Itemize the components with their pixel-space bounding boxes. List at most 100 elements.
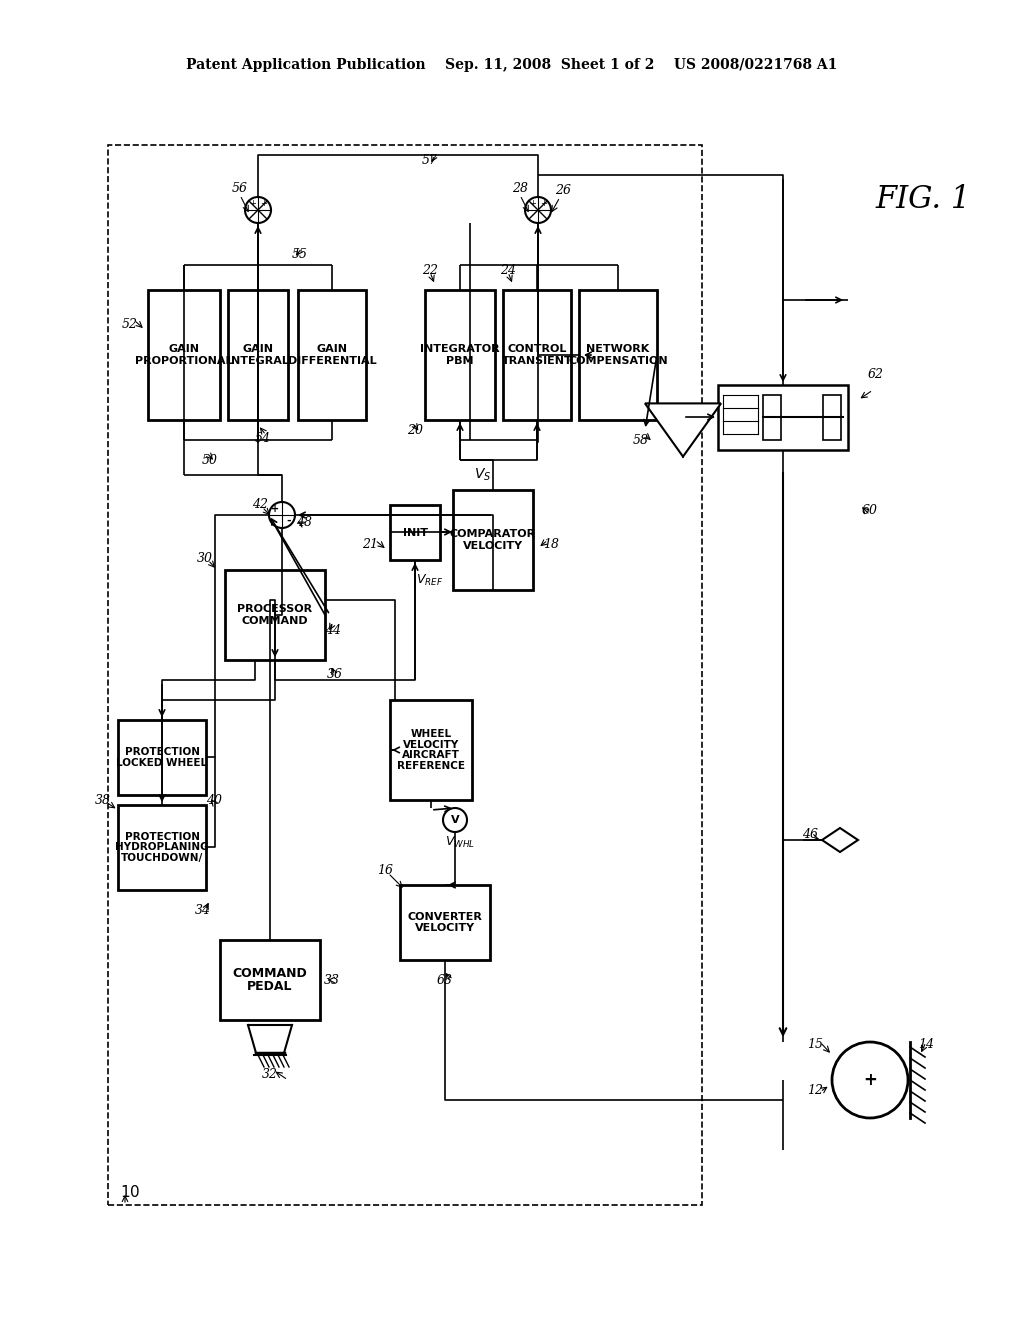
Text: CONVERTER: CONVERTER [408,912,482,921]
Bar [108,145,702,1205]
Text: -: - [286,516,291,525]
Text: VELOCITY: VELOCITY [402,739,459,750]
Text: TRANSIENT: TRANSIENT [502,355,572,366]
Text: DIFFERENTIAL: DIFFERENTIAL [288,355,376,366]
Text: 28: 28 [512,181,528,194]
Bar [118,805,206,890]
Text: PROCESSOR: PROCESSOR [238,605,312,614]
Text: V: V [451,814,460,825]
Bar [118,719,206,795]
Text: +: + [249,199,256,209]
Bar [503,290,571,420]
Text: 14: 14 [918,1039,934,1052]
Text: GAIN: GAIN [169,345,200,354]
Text: GAIN: GAIN [243,345,273,354]
Text: PEDAL: PEDAL [247,979,293,993]
Text: 34: 34 [195,903,211,916]
Bar [390,700,472,800]
Circle shape [831,1041,908,1118]
Bar [220,940,319,1020]
Text: 36: 36 [327,668,343,681]
Text: 46: 46 [802,829,818,842]
Text: 48: 48 [296,516,312,529]
Text: 52: 52 [122,318,138,331]
Text: 26: 26 [555,183,571,197]
Text: 32: 32 [262,1068,278,1081]
Bar [763,395,781,440]
Text: 15: 15 [807,1039,823,1052]
Text: +: + [260,199,267,209]
Text: 21: 21 [362,539,378,552]
Bar [579,290,657,420]
Bar [400,884,490,960]
Text: 33: 33 [324,974,340,986]
Text: +: + [271,503,280,513]
Text: LOCKED WHEEL: LOCKED WHEEL [117,758,208,768]
Text: +: + [528,199,536,209]
Text: $V_{WHL}$: $V_{WHL}$ [445,834,475,850]
Text: $V_{REF}$: $V_{REF}$ [417,573,443,587]
Text: COMMAND: COMMAND [242,615,308,626]
Text: PROTECTION: PROTECTION [125,832,200,842]
Bar [718,385,848,450]
Text: 56: 56 [232,181,248,194]
Polygon shape [645,404,721,457]
Text: 24: 24 [500,264,516,276]
Text: 57: 57 [422,153,438,166]
Text: REFERENCE: REFERENCE [397,760,465,771]
Text: 58: 58 [633,433,649,446]
Text: 12: 12 [807,1084,823,1097]
Bar [148,290,220,420]
Text: 44: 44 [325,623,341,636]
Text: PBM: PBM [446,355,474,366]
Bar [823,395,841,440]
Text: TOUCHDOWN/: TOUCHDOWN/ [121,853,203,863]
Text: 55: 55 [292,248,308,261]
Text: +: + [863,1071,877,1089]
Text: COMMAND: COMMAND [232,968,307,981]
Bar [228,290,288,420]
Text: INTEGRAL: INTEGRAL [227,355,289,366]
Text: 60: 60 [862,503,878,516]
Text: 50: 50 [202,454,218,466]
Bar [225,570,325,660]
Text: AIRCRAFT: AIRCRAFT [402,750,460,760]
Text: GAIN: GAIN [316,345,347,354]
Text: 18: 18 [543,539,559,552]
Text: PROPORTIONAL: PROPORTIONAL [135,355,232,366]
Text: INIT: INIT [402,528,427,537]
Text: $V_S$: $V_S$ [474,467,492,483]
Circle shape [525,197,551,223]
Text: 38: 38 [95,793,111,807]
Text: INTEGRATOR: INTEGRATOR [420,345,500,354]
Text: CONTROL: CONTROL [507,345,566,354]
Text: 22: 22 [422,264,438,276]
Bar [298,290,366,420]
Polygon shape [822,828,858,851]
Text: VELOCITY: VELOCITY [415,923,475,933]
Text: PROTECTION: PROTECTION [125,747,200,758]
Text: 16: 16 [377,863,393,876]
Text: 42: 42 [252,499,268,511]
Text: NETWORK: NETWORK [587,345,649,354]
Text: 20: 20 [407,424,423,437]
Text: 54: 54 [255,432,271,445]
Text: +: + [541,199,547,209]
Circle shape [245,197,271,223]
Text: Patent Application Publication    Sep. 11, 2008  Sheet 1 of 2    US 2008/0221768: Patent Application Publication Sep. 11, … [186,58,838,73]
Text: 63: 63 [437,974,453,986]
Text: 30: 30 [197,552,213,565]
Circle shape [269,502,295,528]
Text: 40: 40 [206,793,222,807]
Text: 62: 62 [868,368,884,381]
Text: $10$: $10$ [120,1184,140,1200]
Text: HYDROPLANING: HYDROPLANING [115,842,209,853]
Bar [425,290,495,420]
Text: WHEEL: WHEEL [411,729,452,739]
Text: COMPENSATION: COMPENSATION [568,355,668,366]
Bar [453,490,534,590]
Text: VELOCITY: VELOCITY [463,541,523,550]
Text: FIG. 1: FIG. 1 [874,185,971,215]
Bar [390,506,440,560]
Circle shape [443,808,467,832]
